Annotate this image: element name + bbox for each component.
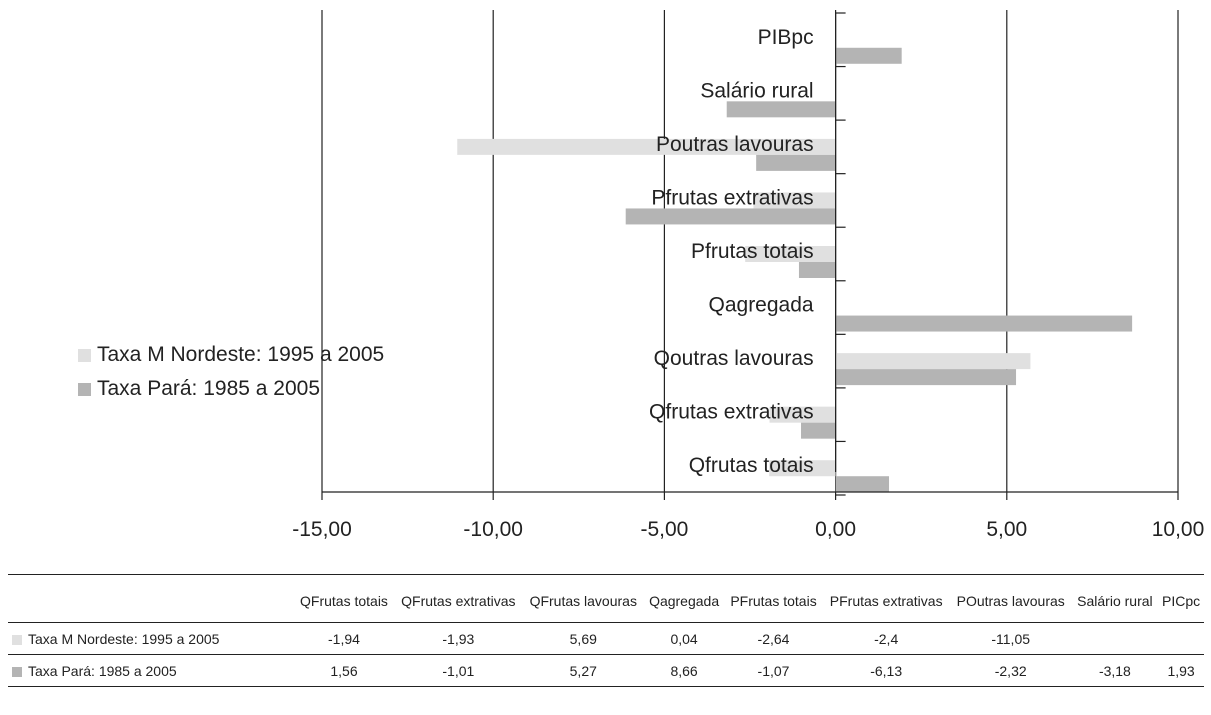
table-row: Taxa M Nordeste: 1995 a 2005 -1,94 -1,93… [8, 622, 1204, 655]
table-cell: 8,66 [643, 654, 725, 687]
bar-chart: PIBpc Salário rural Poutras lavouras Pfruta… [292, 10, 1204, 541]
table-row-label: Taxa Pará: 1985 a 2005 [8, 654, 294, 687]
table-cell [1158, 622, 1204, 655]
table-header: Qagregada [643, 574, 725, 623]
category-label: Qfrutas extrativas [649, 401, 814, 424]
bar-nordeste [753, 192, 836, 209]
table-cell: -1,93 [393, 622, 523, 655]
category-label: Salário rural [700, 79, 813, 102]
x-tick-label: 0,00 [815, 518, 856, 541]
bar-nordeste [835, 299, 837, 316]
table-cell: 5,69 [522, 622, 644, 655]
bar-para [835, 315, 1133, 332]
table-cell: -1,94 [294, 622, 394, 655]
table-cell: 5,27 [522, 654, 644, 687]
table-cell [1071, 622, 1159, 655]
table-header: QFrutas totais [294, 574, 394, 623]
bar-para [801, 422, 836, 439]
legend-item-para: Taxa Pará: 1985 a 2005 [78, 372, 384, 406]
table-cell: -11,05 [949, 622, 1072, 655]
bars [457, 47, 1133, 493]
table-header: POutras lavouras [949, 574, 1072, 623]
table-header: QFrutas extrativas [393, 574, 523, 623]
category-label: Qagregada [709, 294, 814, 317]
bar-nordeste [745, 246, 836, 262]
row-label-text: Taxa M Nordeste: 1995 a 2005 [28, 630, 220, 647]
table-cell: -2,4 [822, 622, 950, 655]
table-cell: -6,13 [822, 654, 950, 687]
table-header: PICpc [1158, 574, 1204, 623]
legend: Taxa M Nordeste: 1995 a 2005 Taxa Pará: … [78, 338, 384, 406]
table-cell: 1,56 [294, 654, 394, 687]
legend-label-nordeste: Taxa M Nordeste: 1995 a 2005 [97, 343, 385, 366]
row-swatch-para [12, 666, 22, 677]
bar-para [625, 208, 836, 225]
table-cell: 0,04 [643, 622, 725, 655]
table-header: PFrutas extrativas [822, 574, 950, 623]
table-cell: -1,07 [724, 654, 823, 687]
legend-swatch-para [78, 382, 91, 396]
bar-nordeste [769, 406, 836, 423]
table-header-row: QFrutas totais QFrutas extrativas QFruta… [8, 574, 1204, 623]
x-tick-label: -5,00 [640, 518, 688, 541]
category-label: Poutras lavouras [656, 133, 814, 156]
table-cell: -2,64 [724, 622, 823, 655]
category-label: Qoutras lavouras [654, 347, 814, 370]
table-row-label: Taxa M Nordeste: 1995 a 2005 [8, 622, 294, 655]
x-tick-label: -15,00 [292, 518, 352, 541]
category-label: Pfrutas extrativas [651, 186, 813, 209]
bar-nordeste [457, 138, 836, 155]
table-corner [8, 574, 294, 623]
x-tick-label: 10,00 [1152, 518, 1205, 541]
table-cell: -2,32 [949, 654, 1072, 687]
bar-para [835, 476, 890, 493]
category-labels: PIBpc Salário rural Poutras lavouras Pfruta… [649, 26, 814, 477]
legend-item-nordeste: Taxa M Nordeste: 1995 a 2005 [78, 338, 384, 372]
table-cell: -3,18 [1071, 654, 1159, 687]
legend-label-para: Taxa Pará: 1985 a 2005 [97, 377, 321, 400]
bar-para [726, 101, 836, 118]
bar-para [798, 262, 836, 278]
table-row: Taxa Pará: 1985 a 2005 1,56 -1,01 5,27 8… [8, 654, 1204, 687]
table-header: QFrutas lavouras [522, 574, 644, 623]
category-label: PIBpc [758, 26, 814, 49]
data-table: QFrutas totais QFrutas extrativas QFruta… [8, 574, 1204, 687]
table-header: Salário rural [1071, 574, 1159, 623]
bar-nordeste [835, 353, 1031, 370]
tick-labels: -15,00 -10,00 -5,00 0,00 5,00 10,00 [292, 518, 1204, 541]
bar-para [835, 47, 902, 64]
x-tick-label: 5,00 [986, 518, 1027, 541]
row-swatch-nordeste [12, 634, 22, 645]
category-label: Pfrutas totais [691, 240, 814, 263]
table-cell: -1,01 [393, 654, 523, 687]
bar-para [835, 369, 1017, 386]
bar-para [756, 154, 836, 171]
x-tick-label: -10,00 [463, 518, 523, 541]
category-label: Qfrutas totais [689, 454, 814, 477]
row-label-text: Taxa Pará: 1985 a 2005 [28, 662, 177, 679]
table-header: PFrutas totais [724, 574, 823, 623]
axes [321, 12, 1179, 500]
legend-swatch-nordeste [78, 348, 91, 362]
bar-nordeste [769, 460, 836, 477]
table-cell: 1,93 [1158, 654, 1204, 687]
